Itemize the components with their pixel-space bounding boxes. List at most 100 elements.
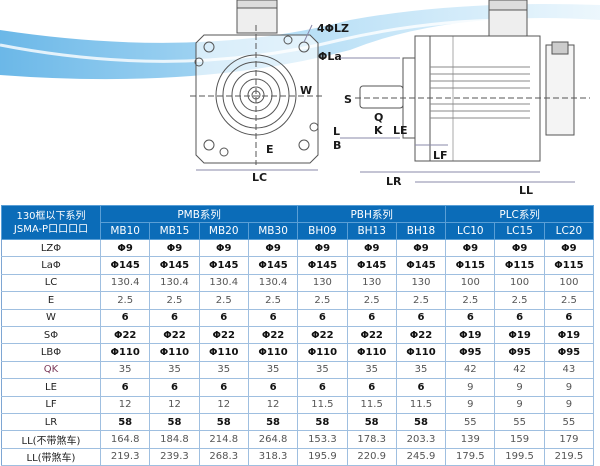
table-cell: 43	[543, 360, 595, 380]
label-le: LE	[393, 124, 408, 137]
table-cell: 219.3	[99, 447, 151, 466]
model-header: LC20	[543, 222, 595, 240]
table-cell: Φ9	[346, 238, 397, 258]
table-cell: 139	[445, 430, 496, 449]
table-cell: Φ145	[346, 256, 397, 275]
group-header-pbh: PBH系列	[297, 205, 447, 223]
motor-dimension-drawing: 4ΦLZ ΦLa W E LC S L B Q K LE LF LR LL	[0, 0, 600, 197]
table-cell: 268.3	[198, 447, 249, 466]
table-cell: Φ145	[149, 256, 200, 275]
table-row: LR 58 58 58 58 58 58 58 55 55 55	[1, 412, 595, 432]
table-row: LZΦ Φ9 Φ9 Φ9 Φ9 Φ9 Φ9 Φ9 Φ9 Φ9 Φ9	[1, 238, 595, 258]
table-cell: 100	[494, 273, 545, 293]
label-4-lz: 4ΦLZ	[317, 22, 349, 35]
table-cell: 6	[346, 378, 397, 397]
label-s: S	[344, 93, 352, 106]
table-cell: Φ95	[445, 343, 496, 362]
table-cell: 6	[149, 308, 200, 327]
table-cell: 12	[99, 395, 151, 414]
table-cell: Φ22	[99, 325, 151, 345]
table-cell: 318.3	[247, 447, 299, 466]
table-cell: 6	[149, 378, 200, 397]
row-label: LZΦ	[1, 238, 101, 258]
table-cell: 58	[297, 412, 348, 432]
table-cell: Φ95	[543, 343, 595, 362]
table-cell: 6	[346, 308, 397, 327]
table-cell: 6	[99, 308, 151, 327]
row-label: LaΦ	[1, 256, 101, 275]
table-cell: Φ115	[445, 256, 496, 275]
row-label: W	[1, 308, 101, 327]
label-lc: LC	[252, 171, 267, 184]
row-label: SΦ	[1, 325, 101, 345]
label-lr: LR	[386, 175, 402, 188]
table-cell: 35	[247, 360, 299, 380]
table-cell: 203.3	[395, 430, 447, 449]
row-label: LBΦ	[1, 343, 101, 362]
table-cell: Φ9	[543, 238, 595, 258]
table-cell: Φ145	[297, 256, 348, 275]
table-cell: 100	[543, 273, 595, 293]
table-cell: Φ110	[247, 343, 299, 362]
table-cell: 6	[247, 308, 299, 327]
table-row: QK 35 35 35 35 35 35 35 42 42 43	[1, 360, 595, 380]
table-cell: 58	[395, 412, 447, 432]
table-cell: Φ145	[395, 256, 447, 275]
table-cell: Φ19	[494, 325, 545, 345]
table-cell: 9	[543, 395, 595, 414]
table-cell: 184.8	[149, 430, 200, 449]
table-cell: 6	[198, 378, 249, 397]
label-ll: LL	[519, 184, 533, 197]
table-cell: 245.9	[395, 447, 447, 466]
table-cell: 11.5	[395, 395, 447, 414]
dimension-table: 130框以下系列 JSMA-P口口口口 PMB系列 PBH系列 PLC系列 MB…	[1, 205, 595, 466]
table-cell: 35	[99, 360, 151, 380]
table-row: LC 130.4 130.4 130.4 130.4 130 130 130 100 100 100	[1, 273, 595, 293]
table-cell: 2.5	[494, 291, 545, 310]
row-label: LL(带煞车)	[1, 447, 101, 466]
table-cell: 9	[494, 378, 545, 397]
table-cell: Φ9	[297, 238, 348, 258]
table-cell: 153.3	[297, 430, 348, 449]
table-cell: Φ110	[395, 343, 447, 362]
table-cell: 130.4	[247, 273, 299, 293]
table-cell: Φ22	[395, 325, 447, 345]
label-w: W	[300, 84, 312, 97]
table-cell: 6	[445, 308, 496, 327]
table-cell: Φ110	[346, 343, 397, 362]
table-cell: 179.5	[445, 447, 496, 466]
table-cell: 2.5	[99, 291, 151, 310]
group-header-pmb: PMB系列	[99, 205, 299, 223]
table-cell: 179	[543, 430, 595, 449]
table-cell: 2.5	[346, 291, 397, 310]
table-cell: 2.5	[445, 291, 496, 310]
table-cell: Φ9	[198, 238, 249, 258]
table-cell: Φ9	[99, 238, 151, 258]
table-cell: Φ115	[543, 256, 595, 275]
corner-header: 130框以下系列 JSMA-P口口口口	[1, 205, 101, 240]
side-view	[340, 0, 590, 183]
table-cell: 12	[149, 395, 200, 414]
table-row: E 2.5 2.5 2.5 2.5 2.5 2.5 2.5 2.5 2.5 2.5	[1, 291, 595, 310]
group-header-plc: PLC系列	[445, 205, 595, 223]
label-e: E	[266, 143, 274, 156]
table-cell: Φ110	[99, 343, 151, 362]
model-header: BH18	[395, 222, 447, 240]
table-cell: Φ9	[494, 238, 545, 258]
model-header: MB10	[99, 222, 151, 240]
table-cell: 12	[198, 395, 249, 414]
front-view	[190, 0, 325, 171]
label-lf: LF	[433, 149, 448, 162]
table-row: LE 6 6 6 6 6 6 6 9 9 9	[1, 378, 595, 397]
table-cell: 239.3	[149, 447, 200, 466]
table-cell: 35	[297, 360, 348, 380]
table-cell: 58	[149, 412, 200, 432]
table-cell: Φ145	[99, 256, 151, 275]
table-cell: Φ110	[297, 343, 348, 362]
model-header: MB30	[247, 222, 299, 240]
table-cell: 6	[395, 378, 447, 397]
table-cell: 100	[445, 273, 496, 293]
table-cell: 9	[494, 395, 545, 414]
table-cell: Φ110	[198, 343, 249, 362]
table-row: LBΦ Φ110 Φ110 Φ110 Φ110 Φ110 Φ110 Φ110 Φ95 Φ95 Φ95	[1, 343, 595, 362]
